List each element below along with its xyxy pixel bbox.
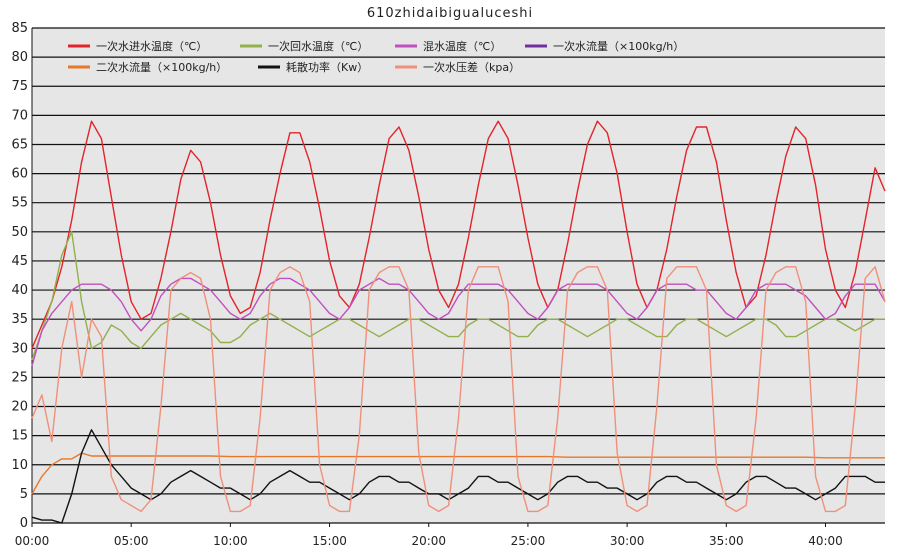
y-tick-label: 25 [11, 370, 28, 385]
legend-label: 耗散功率（Kw） [286, 60, 368, 74]
series-line-5 [31, 429, 885, 524]
y-tick-label: 80 [11, 50, 28, 65]
y-tick-label: 5 [20, 487, 28, 502]
chart-title: 610zhidaibigualuceshi [367, 6, 533, 21]
series-line-1 [31, 231, 885, 361]
x-tick-label: 10:00 [213, 534, 248, 548]
legend-label: 一次回水温度（℃） [268, 39, 368, 53]
y-tick-label: 70 [11, 108, 28, 123]
y-tick-label: 10 [11, 458, 28, 473]
legend-item-4: 二次水流量（×100kg/h） [68, 60, 227, 74]
y-tick-label: 50 [11, 225, 28, 240]
legend-item-3: 一次水流量（×100kg/h） [525, 39, 684, 53]
series-line-2 [31, 277, 886, 366]
y-tick-label: 35 [11, 312, 28, 327]
x-axis-ticks: 00:00 05:00 10:00 15:00 20:00 25:00 30:00 35:00… [15, 523, 843, 548]
x-tick-label: 40:00 [808, 534, 843, 548]
grid-lines [31, 27, 885, 524]
x-tick-label: 20:00 [411, 534, 446, 548]
y-tick-label: 0 [20, 516, 28, 531]
y-tick-label: 15 [11, 429, 28, 444]
y-tick-label: 75 [11, 79, 28, 94]
legend-label: 一次水流量（×100kg/h） [553, 39, 684, 53]
x-tick-label: 05:00 [114, 534, 149, 548]
series-line-0 [31, 120, 886, 349]
y-tick-label: 45 [11, 254, 28, 269]
legend-item-5: 耗散功率（Kw） [258, 60, 368, 74]
legend-label: 一次水进水温度（℃） [96, 39, 207, 53]
series-line-4 [31, 452, 885, 495]
y-tick-label: 85 [11, 21, 28, 36]
legend-item-1: 一次回水温度（℃） [240, 39, 368, 53]
legend: 一次水进水温度（℃） 一次回水温度（℃） 混水温度（℃） 一次水流量（×100kg/h… [68, 39, 684, 74]
x-tick-label: 25:00 [511, 534, 546, 548]
y-tick-label: 65 [11, 137, 28, 152]
x-tick-label: 15:00 [312, 534, 347, 548]
y-axis-ticks: 0 5 10 15 20 25 30 35 40 45 50 55 60 65 70 75 80 85 [11, 21, 28, 531]
y-tick-label: 30 [11, 341, 28, 356]
x-tick-label: 35:00 [709, 534, 744, 548]
series-line-6 [31, 266, 886, 513]
legend-label: 二次水流量（×100kg/h） [96, 60, 227, 74]
x-tick-label: 30:00 [610, 534, 645, 548]
legend-item-6: 一次水压差（kpa） [395, 60, 520, 74]
legend-label: 一次水压差（kpa） [423, 60, 520, 74]
plot-area [32, 28, 885, 523]
y-tick-label: 40 [11, 283, 28, 298]
y-tick-label: 20 [11, 400, 28, 415]
y-tick-label: 55 [11, 196, 28, 211]
legend-item-0: 一次水进水温度（℃） [68, 39, 207, 53]
series-lines [31, 120, 886, 524]
legend-item-2: 混水温度（℃） [395, 39, 501, 53]
legend-label: 混水温度（℃） [423, 39, 501, 53]
x-tick-label: 00:00 [15, 534, 50, 548]
y-tick-label: 60 [11, 167, 28, 182]
